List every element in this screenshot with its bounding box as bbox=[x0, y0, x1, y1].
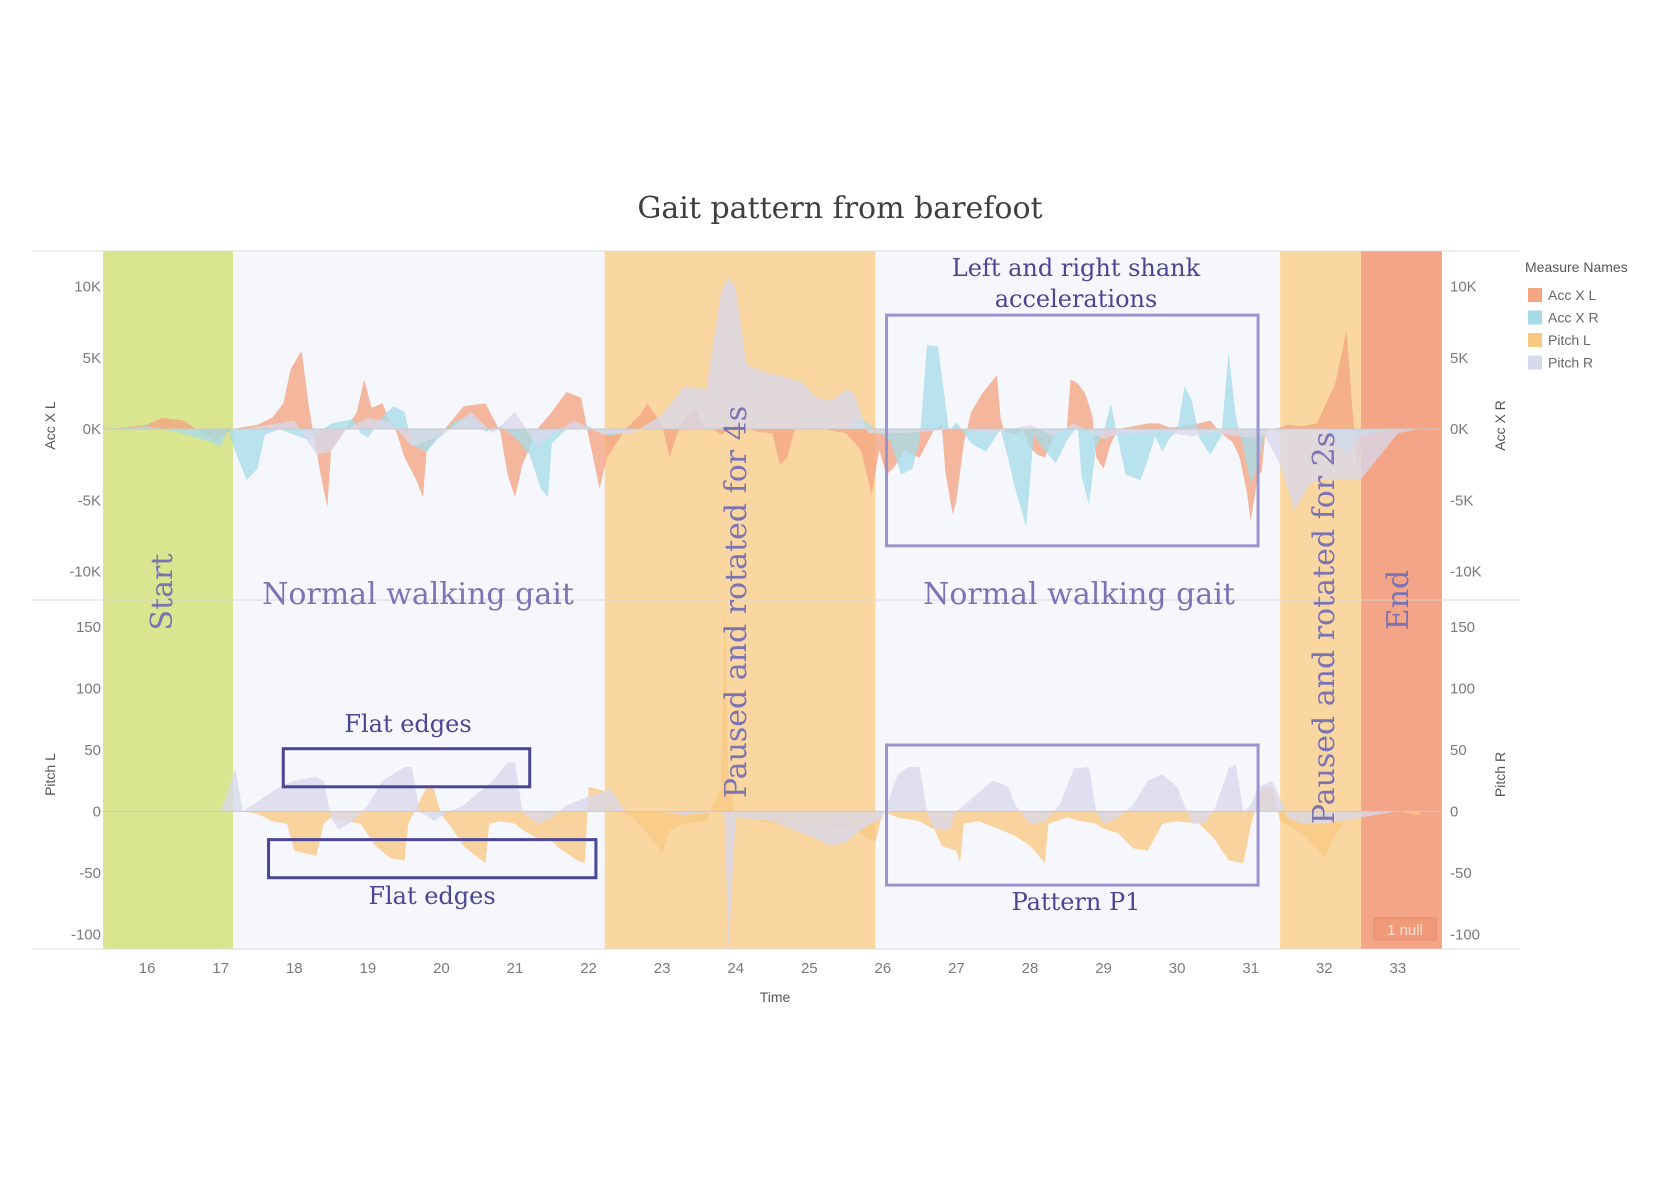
x-tick: 28 bbox=[1022, 960, 1039, 977]
null-badge bbox=[1373, 917, 1437, 941]
series-area-pitch-r bbox=[110, 762, 1420, 953]
x-tick: 18 bbox=[286, 960, 303, 977]
annotation-box bbox=[267, 838, 598, 880]
annotation-box bbox=[281, 747, 532, 789]
x-tick: 26 bbox=[875, 960, 892, 977]
y-tick-right: 5K bbox=[1450, 350, 1468, 367]
phase-label-pause-2s: Paused and rotated for 2s bbox=[1307, 432, 1342, 824]
y-tick-left: 0 bbox=[93, 803, 101, 820]
x-tick: 23 bbox=[654, 960, 671, 977]
y-tick-left: -50 bbox=[79, 865, 101, 882]
null-badge-text: 1 null bbox=[1387, 922, 1423, 939]
annotation-shank-line2: accelerations bbox=[995, 285, 1158, 313]
y-tick-left: 150 bbox=[76, 619, 101, 636]
y-tick-left: 0K bbox=[83, 421, 101, 438]
y-tick-right: 100 bbox=[1450, 680, 1475, 697]
y-tick-left: -10K bbox=[69, 564, 101, 581]
x-tick: 19 bbox=[360, 960, 377, 977]
x-tick: 31 bbox=[1242, 960, 1259, 977]
x-tick: 22 bbox=[580, 960, 597, 977]
annotation-pattern-p1: Pattern P1 bbox=[1012, 888, 1141, 916]
y-tick-left: -100 bbox=[71, 926, 101, 943]
legend-item-label: Acc X R bbox=[1548, 310, 1599, 326]
legend-item-label: Pitch L bbox=[1548, 332, 1591, 348]
y-axis-label-right: Acc X R bbox=[1492, 400, 1508, 451]
y-tick-right: 10K bbox=[1450, 279, 1477, 296]
y-tick-right: -10K bbox=[1450, 564, 1482, 581]
annotation-shank-line1: Left and right shank bbox=[952, 254, 1201, 282]
x-tick: 27 bbox=[948, 960, 965, 977]
y-axis-label-left: Acc X L bbox=[42, 401, 58, 449]
legend-swatch bbox=[1528, 333, 1542, 347]
phase-label-start: Start bbox=[145, 554, 180, 631]
y-axis-label-left: Pitch L bbox=[42, 753, 58, 796]
y-tick-right: -100 bbox=[1450, 926, 1480, 943]
y-tick-right: 50 bbox=[1450, 742, 1467, 759]
legend-swatch bbox=[1528, 355, 1542, 370]
y-tick-right: -50 bbox=[1450, 865, 1472, 882]
y-axis-label-right: Pitch R bbox=[1492, 752, 1508, 797]
annotation-box bbox=[885, 743, 1260, 887]
legend-item-label: Pitch R bbox=[1548, 355, 1593, 371]
series-area-acc-x-r bbox=[110, 345, 1420, 528]
y-tick-right: 0 bbox=[1450, 803, 1458, 820]
y-tick-left: -5K bbox=[78, 492, 101, 509]
series-area-pitch-r bbox=[110, 276, 1420, 511]
axes: 10K 10K 5K 5K 0K 0K -5K -5K -10K -10K Acc X L Acc X… bbox=[32, 250, 1520, 1005]
y-tick-left: 5K bbox=[83, 350, 101, 367]
series-areas bbox=[103, 276, 1442, 953]
legend-swatch bbox=[1528, 288, 1542, 302]
legend-item-label: Acc X L bbox=[1548, 287, 1596, 303]
phase-label-pause-4s: Paused and rotated for 4s bbox=[719, 406, 754, 798]
x-tick: 25 bbox=[801, 960, 818, 977]
legend-title: Measure Names bbox=[1525, 259, 1628, 275]
phase-label-end: End bbox=[1381, 570, 1416, 630]
x-tick: 29 bbox=[1095, 960, 1112, 977]
y-tick-right: -5K bbox=[1450, 492, 1473, 509]
x-tick: 17 bbox=[212, 960, 229, 977]
annotation-flat-edges-top: Flat edges bbox=[344, 710, 471, 738]
phase-label-walking: Normal walking gait bbox=[923, 577, 1235, 612]
y-tick-right: 0K bbox=[1450, 421, 1468, 438]
y-tick-left: 100 bbox=[76, 680, 101, 697]
y-tick-left: 10K bbox=[74, 279, 101, 296]
x-tick: 24 bbox=[727, 960, 744, 977]
x-tick: 20 bbox=[433, 960, 450, 977]
y-tick-left: 50 bbox=[84, 742, 101, 759]
phase-label-walking: Normal walking gait bbox=[262, 577, 574, 612]
x-tick: 21 bbox=[507, 960, 524, 977]
annotation-box bbox=[885, 313, 1260, 548]
x-tick: 30 bbox=[1169, 960, 1186, 977]
legend-swatch bbox=[1528, 310, 1542, 325]
x-tick: 32 bbox=[1316, 960, 1333, 977]
x-tick: 33 bbox=[1390, 960, 1407, 977]
y-tick-right: 150 bbox=[1450, 619, 1475, 636]
x-axis-label: Time bbox=[760, 989, 791, 1005]
annotation-flat-edges-bottom: Flat edges bbox=[368, 882, 495, 910]
annotations: Start Normal walking gait Paused and rotat… bbox=[145, 254, 1437, 941]
legend[interactable]: Measure Names Acc X L Acc X R Pitch L Pitch … bbox=[1525, 259, 1628, 371]
chart-title: Gait pattern from barefoot bbox=[637, 191, 1042, 226]
x-tick: 16 bbox=[139, 960, 156, 977]
